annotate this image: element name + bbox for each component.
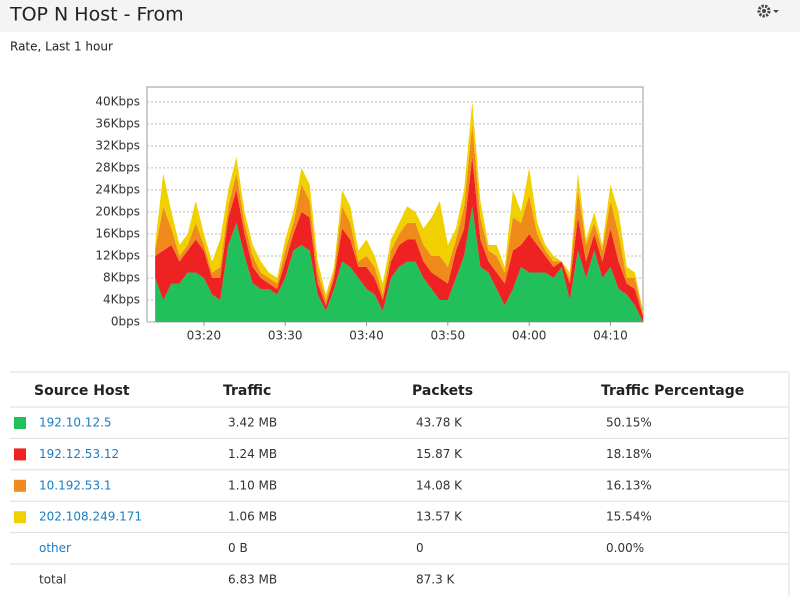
title-bar bbox=[0, 0, 800, 32]
y-tick-label: 16Kbps bbox=[95, 226, 140, 240]
area bbox=[155, 206, 643, 322]
y-tick-label: 40Kbps bbox=[95, 94, 140, 108]
column-header: Traffic bbox=[223, 383, 271, 399]
y-tick-label: 32Kbps bbox=[95, 138, 140, 152]
legend-swatch bbox=[14, 417, 26, 429]
cell: 0 bbox=[416, 541, 424, 555]
cell: 3.42 MB bbox=[228, 416, 277, 430]
host-link[interactable]: 192.12.53.12 bbox=[39, 447, 119, 461]
cell: 16.13% bbox=[606, 478, 652, 492]
legend-swatch bbox=[14, 479, 26, 492]
column-header: Packets bbox=[412, 383, 473, 399]
host-link[interactable]: 10.192.53.1 bbox=[39, 478, 112, 492]
y-tick-label: 8Kbps bbox=[103, 270, 140, 284]
x-tick-label: 03:50 bbox=[431, 329, 466, 343]
column-header: Traffic Percentage bbox=[601, 383, 744, 399]
cell: 43.78 K bbox=[416, 416, 463, 430]
host-link[interactable]: 202.108.249.171 bbox=[39, 510, 142, 524]
cell: 14.08 K bbox=[416, 478, 463, 492]
legend-swatch bbox=[14, 448, 26, 461]
cell: 87.3 K bbox=[416, 573, 456, 587]
y-tick-label: 4Kbps bbox=[103, 292, 140, 306]
y-tick-label: 12Kbps bbox=[95, 248, 140, 262]
cell: 6.83 MB bbox=[228, 573, 277, 587]
cell: total bbox=[39, 573, 66, 587]
x-tick-label: 03:20 bbox=[187, 329, 222, 343]
cell: 1.10 MB bbox=[228, 478, 277, 492]
y-tick-label: 24Kbps bbox=[95, 182, 140, 196]
host-link[interactable]: other bbox=[39, 541, 71, 555]
cell: 15.54% bbox=[606, 510, 652, 524]
cell: 50.15% bbox=[606, 416, 652, 430]
subtitle: Rate, Last 1 hour bbox=[10, 40, 113, 54]
y-tick-label: 28Kbps bbox=[95, 160, 140, 174]
table: Source Host Traffic Packets Traffic Percent… bbox=[10, 371, 790, 596]
y-tick-label: 0bps bbox=[111, 315, 140, 329]
cell: 13.57 K bbox=[416, 510, 463, 524]
y-tick-label: 36Kbps bbox=[95, 116, 140, 130]
x-tick-label: 04:10 bbox=[593, 329, 628, 343]
y-tick-label: 20Kbps bbox=[95, 204, 140, 218]
settings-icon[interactable] bbox=[757, 4, 779, 18]
x-tick-label: 03:30 bbox=[268, 329, 303, 343]
x-tick-label: 03:40 bbox=[349, 329, 384, 343]
legend-swatch bbox=[14, 511, 26, 524]
cell: 18.18% bbox=[606, 447, 652, 461]
x-tick-label: 04:00 bbox=[512, 329, 547, 343]
cell: 0 B bbox=[228, 541, 248, 555]
cell: 15.87 K bbox=[416, 447, 463, 461]
cell: 1.24 MB bbox=[228, 447, 277, 461]
cell: 0.00% bbox=[606, 541, 644, 555]
cell: 1.06 MB bbox=[228, 510, 277, 524]
widget-title: TOP N Host - From bbox=[9, 4, 184, 26]
column-header: Source Host bbox=[34, 383, 130, 399]
chart: 0bps 4Kbps 8Kbps 12Kbps 16Kbps 20Kbps 24Kbps 28… bbox=[95, 86, 644, 343]
host-link[interactable]: 192.10.12.5 bbox=[39, 416, 112, 430]
